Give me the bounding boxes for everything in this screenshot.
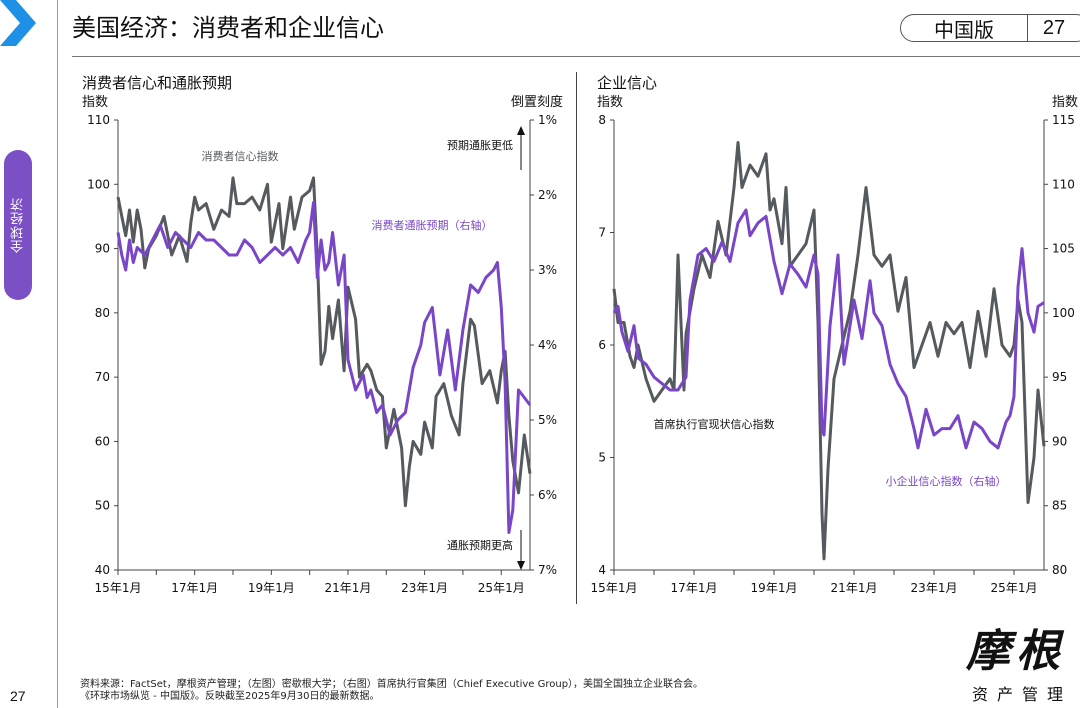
edition-badge: 中国版 27 [900, 14, 1080, 42]
left-chart-xtick-label: 21年1月 [325, 581, 372, 595]
left-chart-ytick-left-label: 50 [95, 499, 110, 513]
right-chart-ytick-left-label: 6 [598, 338, 606, 352]
panel-divider [576, 72, 577, 604]
page-number: 27 [1042, 16, 1066, 39]
left-chart-xtick-label: 15年1月 [95, 581, 142, 595]
right-chart-ylabel-left: 指数 [597, 95, 623, 110]
brand-logo: 摩根 资产管理 [966, 615, 1080, 705]
right-purple-series-label: 小企业信心指数（右轴） [886, 474, 1007, 488]
left-chart-series-line-right-axis [116, 201, 532, 534]
right-chart-xtick-label: 21年1月 [831, 581, 878, 595]
left-chart-ytick-right-label: 3% [538, 263, 557, 277]
edition-divider [1027, 14, 1028, 42]
right-chart-ytick-right-label: 90 [1052, 434, 1067, 448]
right-chart-xtick-label: 17年1月 [671, 581, 718, 595]
left-chart-series-line-left-axis [116, 176, 532, 508]
right-chart-series-line-right-axis [612, 208, 1045, 450]
left-chart-ytick-left-label: 100 [87, 177, 110, 191]
left-chart-axes: 110 100 90 80 70 60 50 40 1% 2% 3% 4% 5% 6% 7% 15年1月 17年… [87, 113, 557, 595]
right-chart-ytick-right-label: 110 [1052, 177, 1075, 191]
left-chart-ylabel-right: 倒置刻度 [511, 94, 563, 110]
left-chart-ytick-right-label: 5% [538, 413, 557, 427]
left-chart-ytick-left-label: 110 [87, 113, 110, 127]
right-chart-ytick-left-label: 4 [598, 563, 606, 577]
side-rule [57, 0, 58, 708]
left-chart-title: 消费者信心和通胀预期 [82, 74, 232, 92]
down-arrow-icon [517, 561, 525, 570]
brand-chevron-icon [0, 0, 36, 46]
left-chart-xtick-label: 19年1月 [248, 581, 295, 595]
left-chart-ytick-left-label: 80 [95, 306, 110, 320]
page-number-left: 27 [10, 688, 26, 704]
left-chart-lines [116, 176, 532, 534]
up-arrow-icon [517, 126, 525, 135]
right-chart-ylabel-right: 指数 [1052, 95, 1078, 110]
logo-sub-text: 资产管理 [972, 685, 1073, 704]
source-note: 资料来源：FactSet，摩根资产管理；（左图）密歇根大学；（右图）首席执行官集… [80, 679, 703, 703]
right-chart-xtick-label: 23年1月 [911, 581, 958, 595]
right-chart-ytick-left-label: 7 [598, 226, 606, 240]
right-chart-ytick-right-label: 115 [1052, 113, 1075, 127]
logo-main-text: 摩根 [966, 626, 1066, 677]
up-arrow-label: 预期通胀更低 [447, 139, 513, 152]
source-line-1: 资料来源：FactSet，摩根资产管理；（左图）密歇根大学；（右图）首席执行官集… [80, 679, 704, 690]
right-chart-ytick-right-label: 105 [1052, 242, 1075, 256]
left-chart-xtick-label: 17年1月 [171, 581, 218, 595]
left-chart-ylabel-left: 指数 [82, 95, 108, 110]
right-chart-ytick-right-label: 95 [1052, 370, 1067, 384]
right-chart-ytick-right-label: 85 [1052, 499, 1067, 513]
down-arrow-label: 通胀预期更高 [447, 538, 513, 552]
left-chart-ytick-left-label: 40 [95, 563, 110, 577]
right-chart-lines [612, 141, 1046, 561]
edition-label: 中国版 [934, 17, 994, 42]
left-chart-ytick-left-label: 70 [95, 370, 110, 384]
right-chart-ytick-right-label: 80 [1052, 563, 1067, 577]
left-chart-ytick-right-label: 7% [538, 563, 557, 577]
page-title: 美国经济：消费者和企业信心 [72, 14, 384, 42]
right-chart-xtick-label: 25年1月 [991, 581, 1038, 595]
left-chart-xtick-label: 25年1月 [478, 581, 525, 595]
right-chart-xtick-label: 15年1月 [591, 581, 638, 595]
title-rule [72, 56, 1080, 57]
right-chart-ytick-left-label: 8 [598, 113, 606, 127]
right-chart-xtick-label: 19年1月 [751, 581, 798, 595]
left-chart-xtick-label: 23年1月 [401, 581, 448, 595]
right-chart-ytick-left-label: 5 [598, 451, 606, 465]
left-chart-ytick-right-label: 4% [538, 338, 557, 352]
left-gray-series-label: 消费者信心指数 [202, 149, 279, 163]
right-gray-series-label: 首席执行官现状信心指数 [654, 417, 775, 431]
left-chart-ytick-right-label: 2% [538, 188, 557, 202]
right-chart-ytick-right-label: 100 [1052, 306, 1075, 320]
left-chart-ytick-left-label: 90 [95, 242, 110, 256]
left-chart-ytick-left-label: 60 [95, 434, 110, 448]
right-chart-axes: 8 7 6 5 4 115 110 105 100 95 90 85 80 15年1月 17年1月 19年1月… [591, 113, 1075, 595]
right-chart-title: 企业信心 [597, 74, 657, 92]
left-chart-ytick-right-label: 1% [538, 113, 557, 127]
left-purple-series-label: 消费者通胀预期（右轴） [372, 218, 493, 232]
source-line-2: 《环球市场纵览 - 中国版》。反映截至2025年9月30日的最新数据。 [80, 691, 380, 702]
left-chart-ytick-right-label: 6% [538, 488, 557, 502]
section-tab-global-economy[interactable]: 全球经济 [4, 150, 32, 300]
